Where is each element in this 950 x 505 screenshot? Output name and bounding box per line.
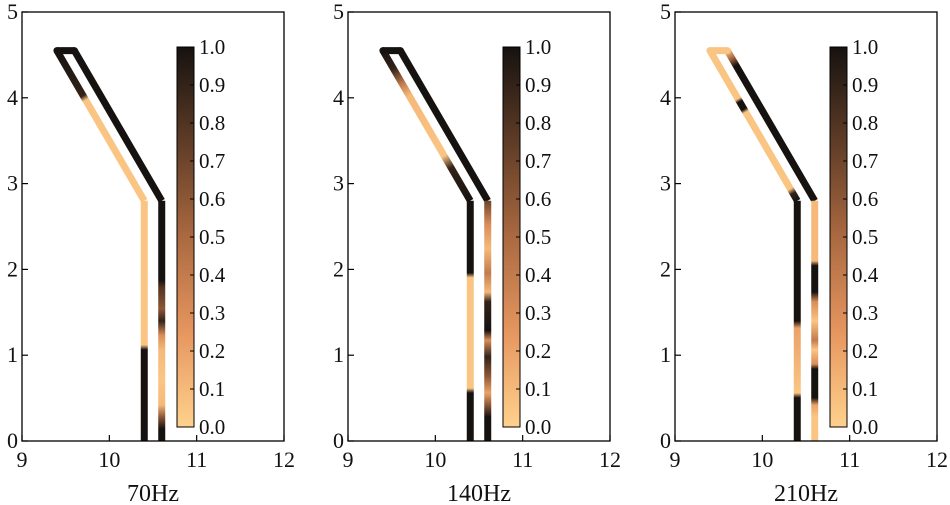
y-tick-label: 1 xyxy=(333,342,344,367)
x-tick-label: 9 xyxy=(17,447,28,472)
colorbar-tick-label: 0.4 xyxy=(525,263,552,287)
y-tick-label: 0 xyxy=(660,428,671,453)
x-tick-label: 12 xyxy=(273,447,295,472)
colorbar-tick-label: 0.7 xyxy=(852,149,878,173)
colorbar-tick-label: 0.3 xyxy=(525,301,551,325)
x-tick-label: 9 xyxy=(343,447,354,472)
y-tick-label: 3 xyxy=(333,171,344,196)
colorbar-tick-label: 0.4 xyxy=(199,263,226,287)
x-tick-label: 12 xyxy=(599,447,621,472)
structure-joint xyxy=(723,47,731,55)
colorbar-tick-label: 0.8 xyxy=(525,111,551,135)
structure-joint xyxy=(396,47,404,55)
structure-member-2 xyxy=(379,48,474,203)
colorbar-tick-label: 0.9 xyxy=(525,73,551,97)
y-tick-label: 1 xyxy=(7,342,18,367)
colorbar-tick-label: 0.6 xyxy=(525,187,551,211)
structure-member-2 xyxy=(53,48,148,203)
colorbar-tick-label: 0.8 xyxy=(852,111,878,135)
colorbar-tick-label: 0.6 xyxy=(199,187,225,211)
x-axis-label: 70Hz xyxy=(127,481,179,505)
x-axis-label: 140Hz xyxy=(447,481,511,505)
colorbar-tick-label: 0.0 xyxy=(852,415,878,439)
colorbar-tick-label: 0.9 xyxy=(199,73,225,97)
subplot-3: 9 10 11 12012345210Hz0.00.10.20.30.40.50.60… xyxy=(660,0,948,505)
x-tick-label: 11 xyxy=(186,447,207,472)
colorbar-tick-label: 0.1 xyxy=(199,377,225,401)
y-tick-label: 4 xyxy=(7,85,18,110)
structure-joint xyxy=(706,47,714,55)
y-tick-label: 5 xyxy=(660,0,671,24)
colorbar-tick-label: 0.9 xyxy=(852,73,878,97)
y-tick-label: 3 xyxy=(7,171,18,196)
colorbar-tick-label: 0.7 xyxy=(525,149,551,173)
y-tick-label: 0 xyxy=(333,428,344,453)
y-tick-label: 2 xyxy=(660,256,671,281)
colorbar-tick-label: 1.0 xyxy=(852,35,878,59)
structure-joint xyxy=(53,47,61,55)
y-tick-label: 4 xyxy=(333,85,344,110)
colorbar-tick-label: 0.4 xyxy=(852,263,879,287)
axes-frame xyxy=(21,11,285,442)
colorbar-tick-label: 0.1 xyxy=(525,377,551,401)
colorbar-tick-label: 0.1 xyxy=(852,377,878,401)
x-tick-label: 12 xyxy=(926,447,948,472)
colorbar-tick-label: 0.3 xyxy=(199,301,225,325)
y-tick-label: 5 xyxy=(333,0,344,24)
x-tick-label: 9 xyxy=(670,447,681,472)
structure-member-3 xyxy=(724,48,818,203)
y-tick-label: 2 xyxy=(7,256,18,281)
x-tick-label: 11 xyxy=(512,447,533,472)
y-tick-label: 1 xyxy=(660,342,671,367)
y-tick-label: 3 xyxy=(660,171,671,196)
subplot-2: 9 10 11 12012345140Hz0.00.10.20.30.40.50.60… xyxy=(333,0,621,505)
x-tick-label: 10 xyxy=(424,447,446,472)
structure-member-3 xyxy=(71,48,165,203)
colorbar-tick-label: 0.6 xyxy=(852,187,878,211)
y-tick-label: 2 xyxy=(333,256,344,281)
colorbar-tick-label: 0.0 xyxy=(525,415,551,439)
colorbar-tick-label: 1.0 xyxy=(199,35,225,59)
colorbar-tick-label: 0.7 xyxy=(199,149,225,173)
axes-frame xyxy=(347,11,611,442)
x-tick-label: 10 xyxy=(98,447,120,472)
colorbar-tick-label: 0.5 xyxy=(525,225,551,249)
colorbar-tick-label: 0.2 xyxy=(852,339,878,363)
colorbar-tick-label: 0.2 xyxy=(199,339,225,363)
structure-member-3 xyxy=(397,48,491,203)
y-tick-label: 4 xyxy=(660,85,671,110)
colorbar-tick-label: 0.0 xyxy=(199,415,225,439)
colorbar-tick-label: 0.5 xyxy=(199,225,225,249)
colorbar-tick-label: 0.8 xyxy=(199,111,225,135)
y-tick-label: 0 xyxy=(7,428,18,453)
colorbar-tick-label: 0.2 xyxy=(525,339,551,363)
structure-joint xyxy=(70,47,78,55)
x-tick-label: 11 xyxy=(839,447,860,472)
colorbar-tick-label: 0.3 xyxy=(852,301,878,325)
y-tick-label: 5 xyxy=(7,0,18,24)
colorbar-tick-label: 0.5 xyxy=(852,225,878,249)
colorbar-tick-label: 1.0 xyxy=(525,35,551,59)
x-axis-label: 210Hz xyxy=(774,481,838,505)
x-tick-label: 10 xyxy=(751,447,773,472)
structure-member-2 xyxy=(706,48,801,203)
structure-joint xyxy=(379,47,387,55)
subplot-1: 9 10 11 1201234570Hz0.00.10.20.30.40.50.60.… xyxy=(7,0,295,505)
axes-frame xyxy=(674,11,938,442)
